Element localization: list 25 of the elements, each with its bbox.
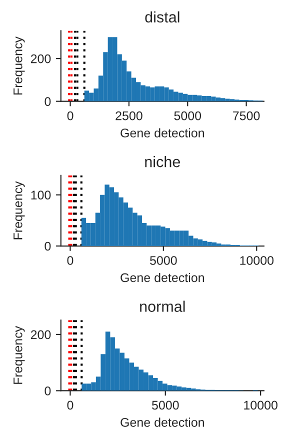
y-tick-label: 200	[30, 54, 51, 64]
x-tick-label: 2500	[116, 111, 142, 120]
chart-title: normal	[140, 300, 185, 312]
y-tick-label: 0	[44, 386, 51, 396]
x-tick-label: 0	[67, 256, 74, 265]
chart-title: distal	[145, 11, 180, 23]
x-tick-label: 7500	[233, 111, 260, 120]
x-tick-label: 0	[67, 111, 74, 120]
y-tick-label: 0	[44, 242, 51, 251]
y-tick-label: 100	[31, 190, 51, 200]
y-tick-label: 200	[30, 330, 51, 340]
y-tick-label: 0	[44, 97, 51, 106]
x-tick-label: 5000	[152, 400, 179, 410]
x-tick-label: 5000	[150, 256, 177, 265]
x-axis-title: Gene detection	[120, 418, 204, 427]
x-axis-title: Gene detection	[120, 272, 204, 282]
x-axis-title: Gene detection	[120, 128, 204, 138]
x-tick-label: 10000	[244, 400, 278, 410]
x-tick-label: 0	[67, 400, 74, 410]
y-axis-title: Frequency	[14, 181, 25, 240]
x-tick-label: 10000	[240, 256, 274, 265]
x-tick-label: 5000	[174, 111, 202, 120]
y-axis-title: Frequency	[14, 36, 25, 95]
chart-title: niche	[145, 156, 180, 168]
y-axis-title: Frequency	[14, 326, 25, 384]
